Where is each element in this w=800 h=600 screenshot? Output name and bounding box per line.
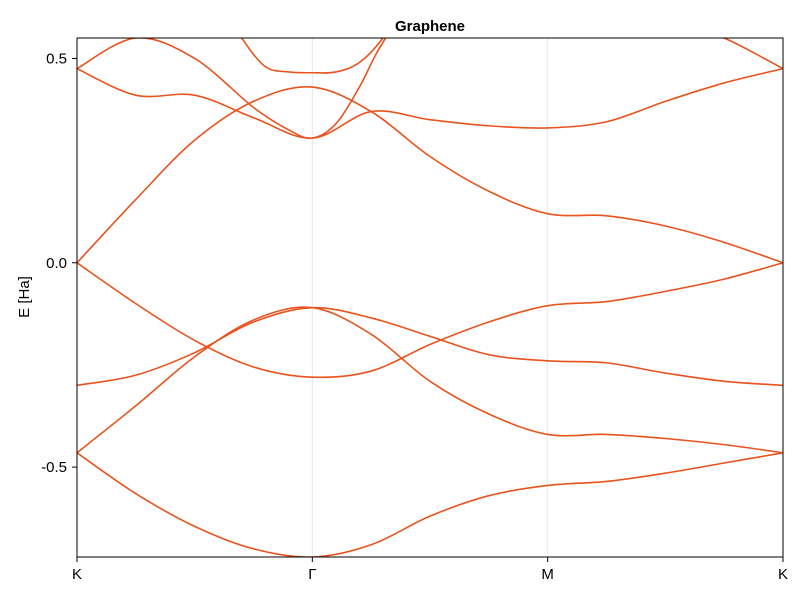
x-tick-label: K (778, 566, 788, 583)
band-line-1 (77, 451, 783, 557)
y-axis-ticks: 0.5 0.0 -0.5 (41, 50, 77, 476)
y-tick-label: 0.0 (46, 255, 67, 272)
band-line-5 (77, 86, 783, 264)
bands (77, 38, 783, 557)
y-axis-label: E [Ha] (16, 276, 33, 318)
band-line-9 (722, 38, 783, 70)
band-line-3 (77, 306, 783, 387)
band-line-8 (240, 38, 384, 74)
band-line-6 (77, 67, 783, 139)
x-tick-label: K (72, 566, 82, 583)
x-tick-label: Γ (308, 566, 316, 583)
plot-frame (76, 37, 784, 558)
band-line-2 (77, 306, 783, 454)
chart-title: Graphene (395, 18, 465, 35)
y-tick-label: -0.5 (41, 459, 67, 476)
band-line-7 (77, 38, 387, 140)
gridlines (311, 38, 549, 557)
x-tick-label: M (541, 566, 554, 583)
band-line-4 (77, 261, 783, 379)
y-tick-label: 0.5 (46, 50, 67, 67)
